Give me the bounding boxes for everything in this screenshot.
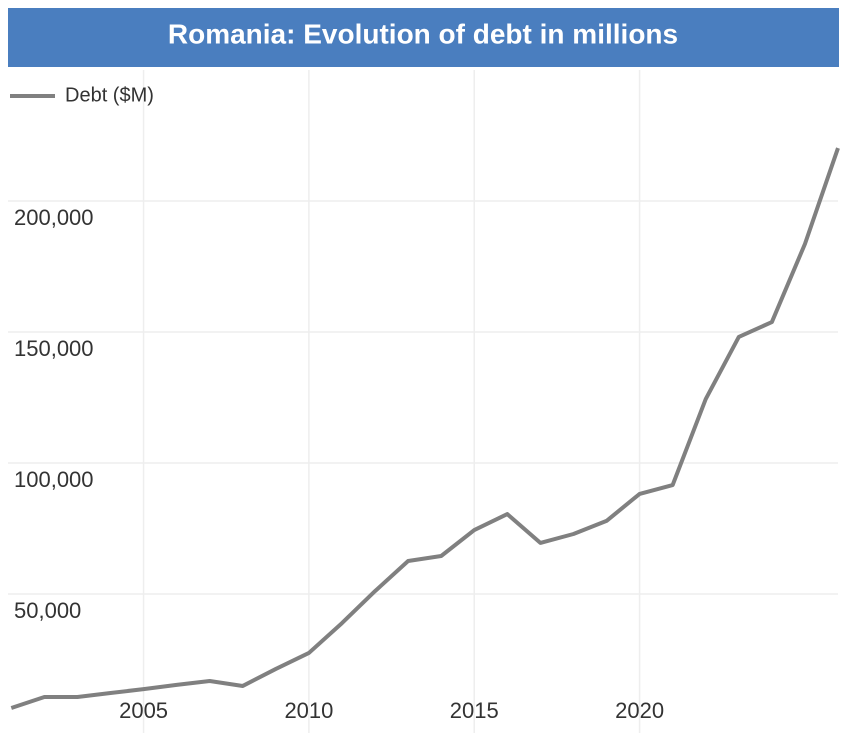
y-tick-label: 50,000 (14, 598, 81, 623)
x-tick-label: 2005 (119, 698, 168, 723)
x-tick-label: 2020 (615, 698, 664, 723)
chart-title: Romania: Evolution of debt in millions (168, 18, 678, 49)
legend-label: Debt ($M) (65, 84, 154, 106)
title-bar (8, 8, 839, 67)
y-tick-label: 100,000 (14, 467, 94, 492)
data-line (10, 147, 840, 710)
y-tick-label: 200,000 (14, 205, 94, 230)
x-tick-label: 2010 (284, 698, 333, 723)
y-tick-label: 150,000 (14, 336, 94, 361)
x-tick-label: 2015 (450, 698, 499, 723)
